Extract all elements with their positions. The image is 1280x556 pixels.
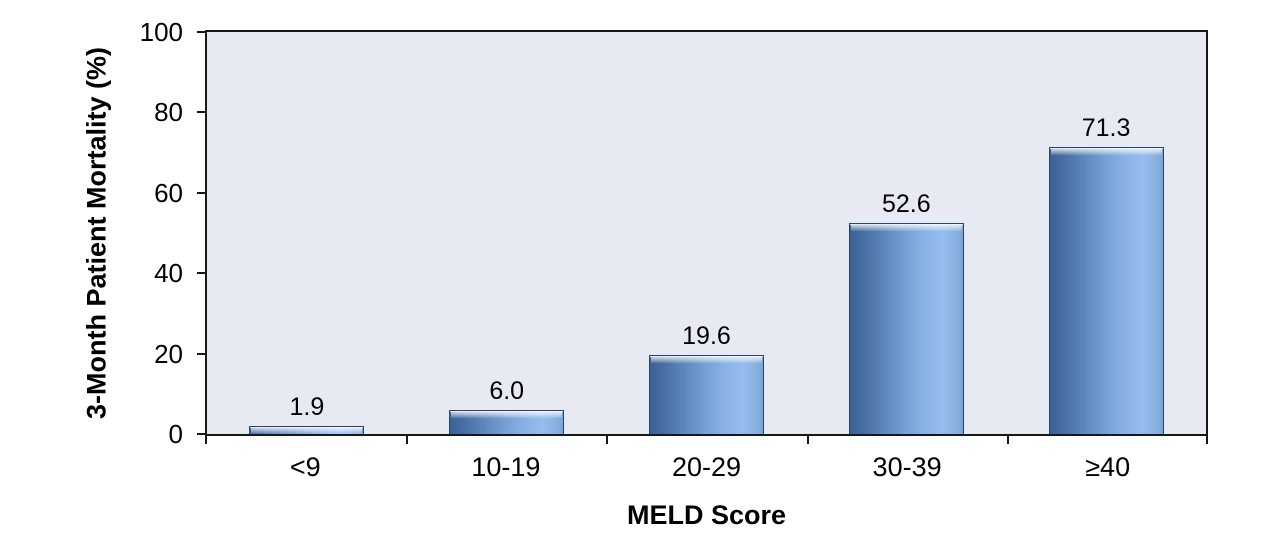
x-tick	[806, 436, 809, 444]
category-slot: 6.0	[407, 32, 607, 434]
bar-slots: 1.9 6.0 19.6 52.6 71.3	[207, 32, 1206, 434]
x-axis-title: MELD Score	[626, 500, 787, 530]
bar	[249, 426, 365, 434]
y-axis-title: 3-Month Patient Mortality (%)	[81, 47, 112, 419]
bar	[648, 355, 764, 434]
bar	[449, 409, 565, 434]
y-tick-label: 80	[154, 97, 183, 128]
category-slot: 19.6	[607, 32, 807, 434]
y-tick	[197, 191, 205, 194]
x-category-label: 20-29	[671, 452, 742, 482]
y-tick-label: 100	[139, 17, 183, 47]
x-axis-category-labels: <9 10-19 20-29 30-39 ≥40	[205, 452, 1208, 483]
bar-value-label: 19.6	[682, 322, 731, 351]
x-category-label: 10-19	[471, 452, 541, 482]
plot-area: 1.9 6.0 19.6 52.6 71.3	[205, 30, 1208, 436]
bar-value-label: 6.0	[489, 376, 525, 405]
category-slot: 1.9	[207, 32, 407, 434]
y-tick	[197, 31, 205, 33]
x-tick	[1206, 436, 1208, 444]
y-tick-label: 0	[168, 419, 183, 449]
x-tick	[405, 436, 408, 444]
x-category-label: 30-39	[872, 452, 942, 482]
x-tick	[606, 436, 609, 444]
bar-value-label: 1.9	[289, 393, 325, 422]
bar	[1048, 147, 1164, 434]
category-slot: 71.3	[1006, 32, 1206, 434]
y-tick-label: 60	[154, 177, 183, 208]
x-category-label: ≥40	[1085, 452, 1131, 482]
y-tick-label: 20	[154, 338, 183, 369]
bar-value-label: 71.3	[1081, 114, 1131, 143]
x-tick	[1007, 436, 1010, 444]
x-tick	[205, 436, 207, 444]
y-tick	[197, 272, 205, 275]
bar	[848, 222, 964, 434]
bar-value-label: 52.6	[881, 189, 931, 218]
y-tick	[197, 352, 205, 355]
y-tick	[197, 433, 205, 435]
x-category-label: <9	[289, 452, 321, 482]
y-tick-label: 40	[154, 258, 183, 289]
category-slot: 52.6	[806, 32, 1006, 434]
y-tick	[197, 111, 205, 114]
